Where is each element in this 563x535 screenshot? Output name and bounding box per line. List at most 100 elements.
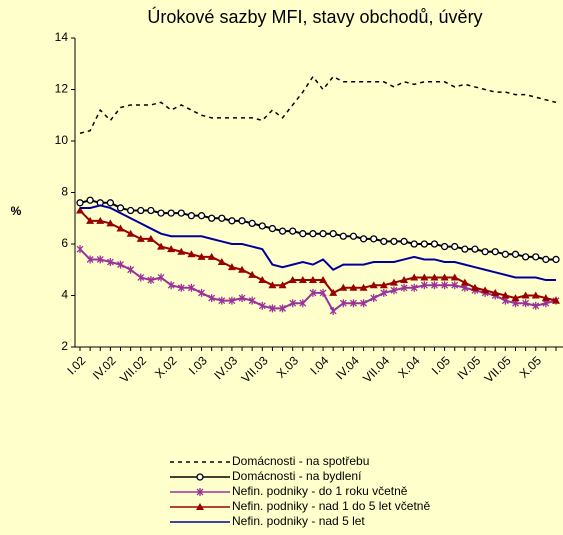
point — [410, 273, 419, 281]
point — [248, 219, 256, 228]
point — [187, 212, 196, 220]
point — [329, 306, 337, 315]
point — [106, 258, 114, 267]
point — [147, 276, 155, 285]
point — [461, 245, 469, 253]
point — [329, 288, 338, 296]
point — [289, 299, 297, 308]
point — [207, 252, 216, 260]
point — [491, 288, 500, 296]
point — [238, 217, 246, 225]
point — [258, 222, 266, 230]
point — [208, 294, 216, 303]
point — [106, 199, 115, 207]
point — [511, 250, 520, 258]
point — [400, 283, 408, 292]
point — [278, 281, 287, 289]
point — [157, 242, 166, 250]
point — [349, 232, 358, 240]
point — [430, 273, 439, 281]
legend-label: Domácnosti - na bydlení — [232, 469, 362, 483]
point — [339, 232, 347, 240]
point — [349, 283, 358, 291]
point — [76, 245, 84, 254]
point — [319, 276, 328, 284]
point — [106, 219, 115, 227]
point — [116, 204, 125, 212]
point — [86, 216, 95, 224]
point — [319, 230, 327, 238]
chart-title: Úrokové sazby MFI, stavy obchodů, úvěry — [147, 6, 482, 27]
point — [136, 234, 145, 242]
point — [370, 294, 378, 303]
point — [349, 299, 357, 308]
point — [390, 286, 398, 295]
point — [127, 265, 135, 274]
legend-marker — [196, 503, 204, 510]
legend-marker — [196, 488, 204, 496]
point — [522, 299, 530, 308]
point — [258, 276, 267, 284]
point — [208, 214, 216, 222]
point — [339, 299, 347, 308]
point — [329, 230, 337, 238]
point — [359, 283, 368, 291]
point — [440, 273, 449, 281]
point — [279, 304, 287, 313]
point — [86, 196, 94, 204]
point — [532, 301, 540, 310]
point — [360, 299, 368, 308]
point — [198, 288, 205, 297]
point — [460, 278, 469, 286]
point — [227, 263, 236, 271]
point — [420, 240, 428, 248]
y-tick-label: 12 — [55, 82, 69, 96]
point — [410, 283, 418, 292]
point — [521, 291, 530, 299]
point — [288, 276, 297, 284]
legend-marker — [196, 473, 204, 481]
point — [157, 273, 165, 282]
point — [420, 281, 428, 290]
point — [309, 288, 317, 297]
point — [521, 253, 530, 261]
y-tick-label: 4 — [61, 288, 68, 302]
point — [268, 304, 276, 313]
point — [167, 209, 175, 217]
y-tick-label: 2 — [61, 339, 68, 353]
point — [390, 237, 398, 246]
point — [116, 224, 125, 232]
point — [147, 206, 155, 215]
series-line — [80, 204, 556, 282]
point — [451, 281, 459, 290]
point — [308, 276, 317, 284]
point — [298, 276, 307, 284]
point — [501, 250, 510, 258]
point — [430, 240, 439, 248]
point — [177, 283, 185, 292]
point — [177, 247, 186, 255]
point — [218, 214, 226, 222]
point — [481, 248, 489, 256]
y-axis-label: % — [11, 204, 22, 218]
point — [552, 255, 560, 264]
point — [217, 258, 226, 266]
point — [400, 237, 408, 246]
point — [126, 229, 135, 237]
point — [380, 237, 388, 246]
legend-label: Domácnosti - na spotřebu — [232, 454, 369, 468]
point — [470, 283, 479, 291]
point — [451, 242, 459, 251]
point — [177, 209, 185, 217]
point — [187, 283, 195, 292]
point — [511, 294, 520, 302]
point — [86, 255, 94, 264]
point — [76, 199, 84, 207]
point — [248, 270, 257, 278]
y-tick-label: 10 — [55, 133, 69, 147]
point — [431, 281, 438, 290]
y-tick-label: 8 — [61, 185, 68, 199]
point — [157, 209, 165, 217]
